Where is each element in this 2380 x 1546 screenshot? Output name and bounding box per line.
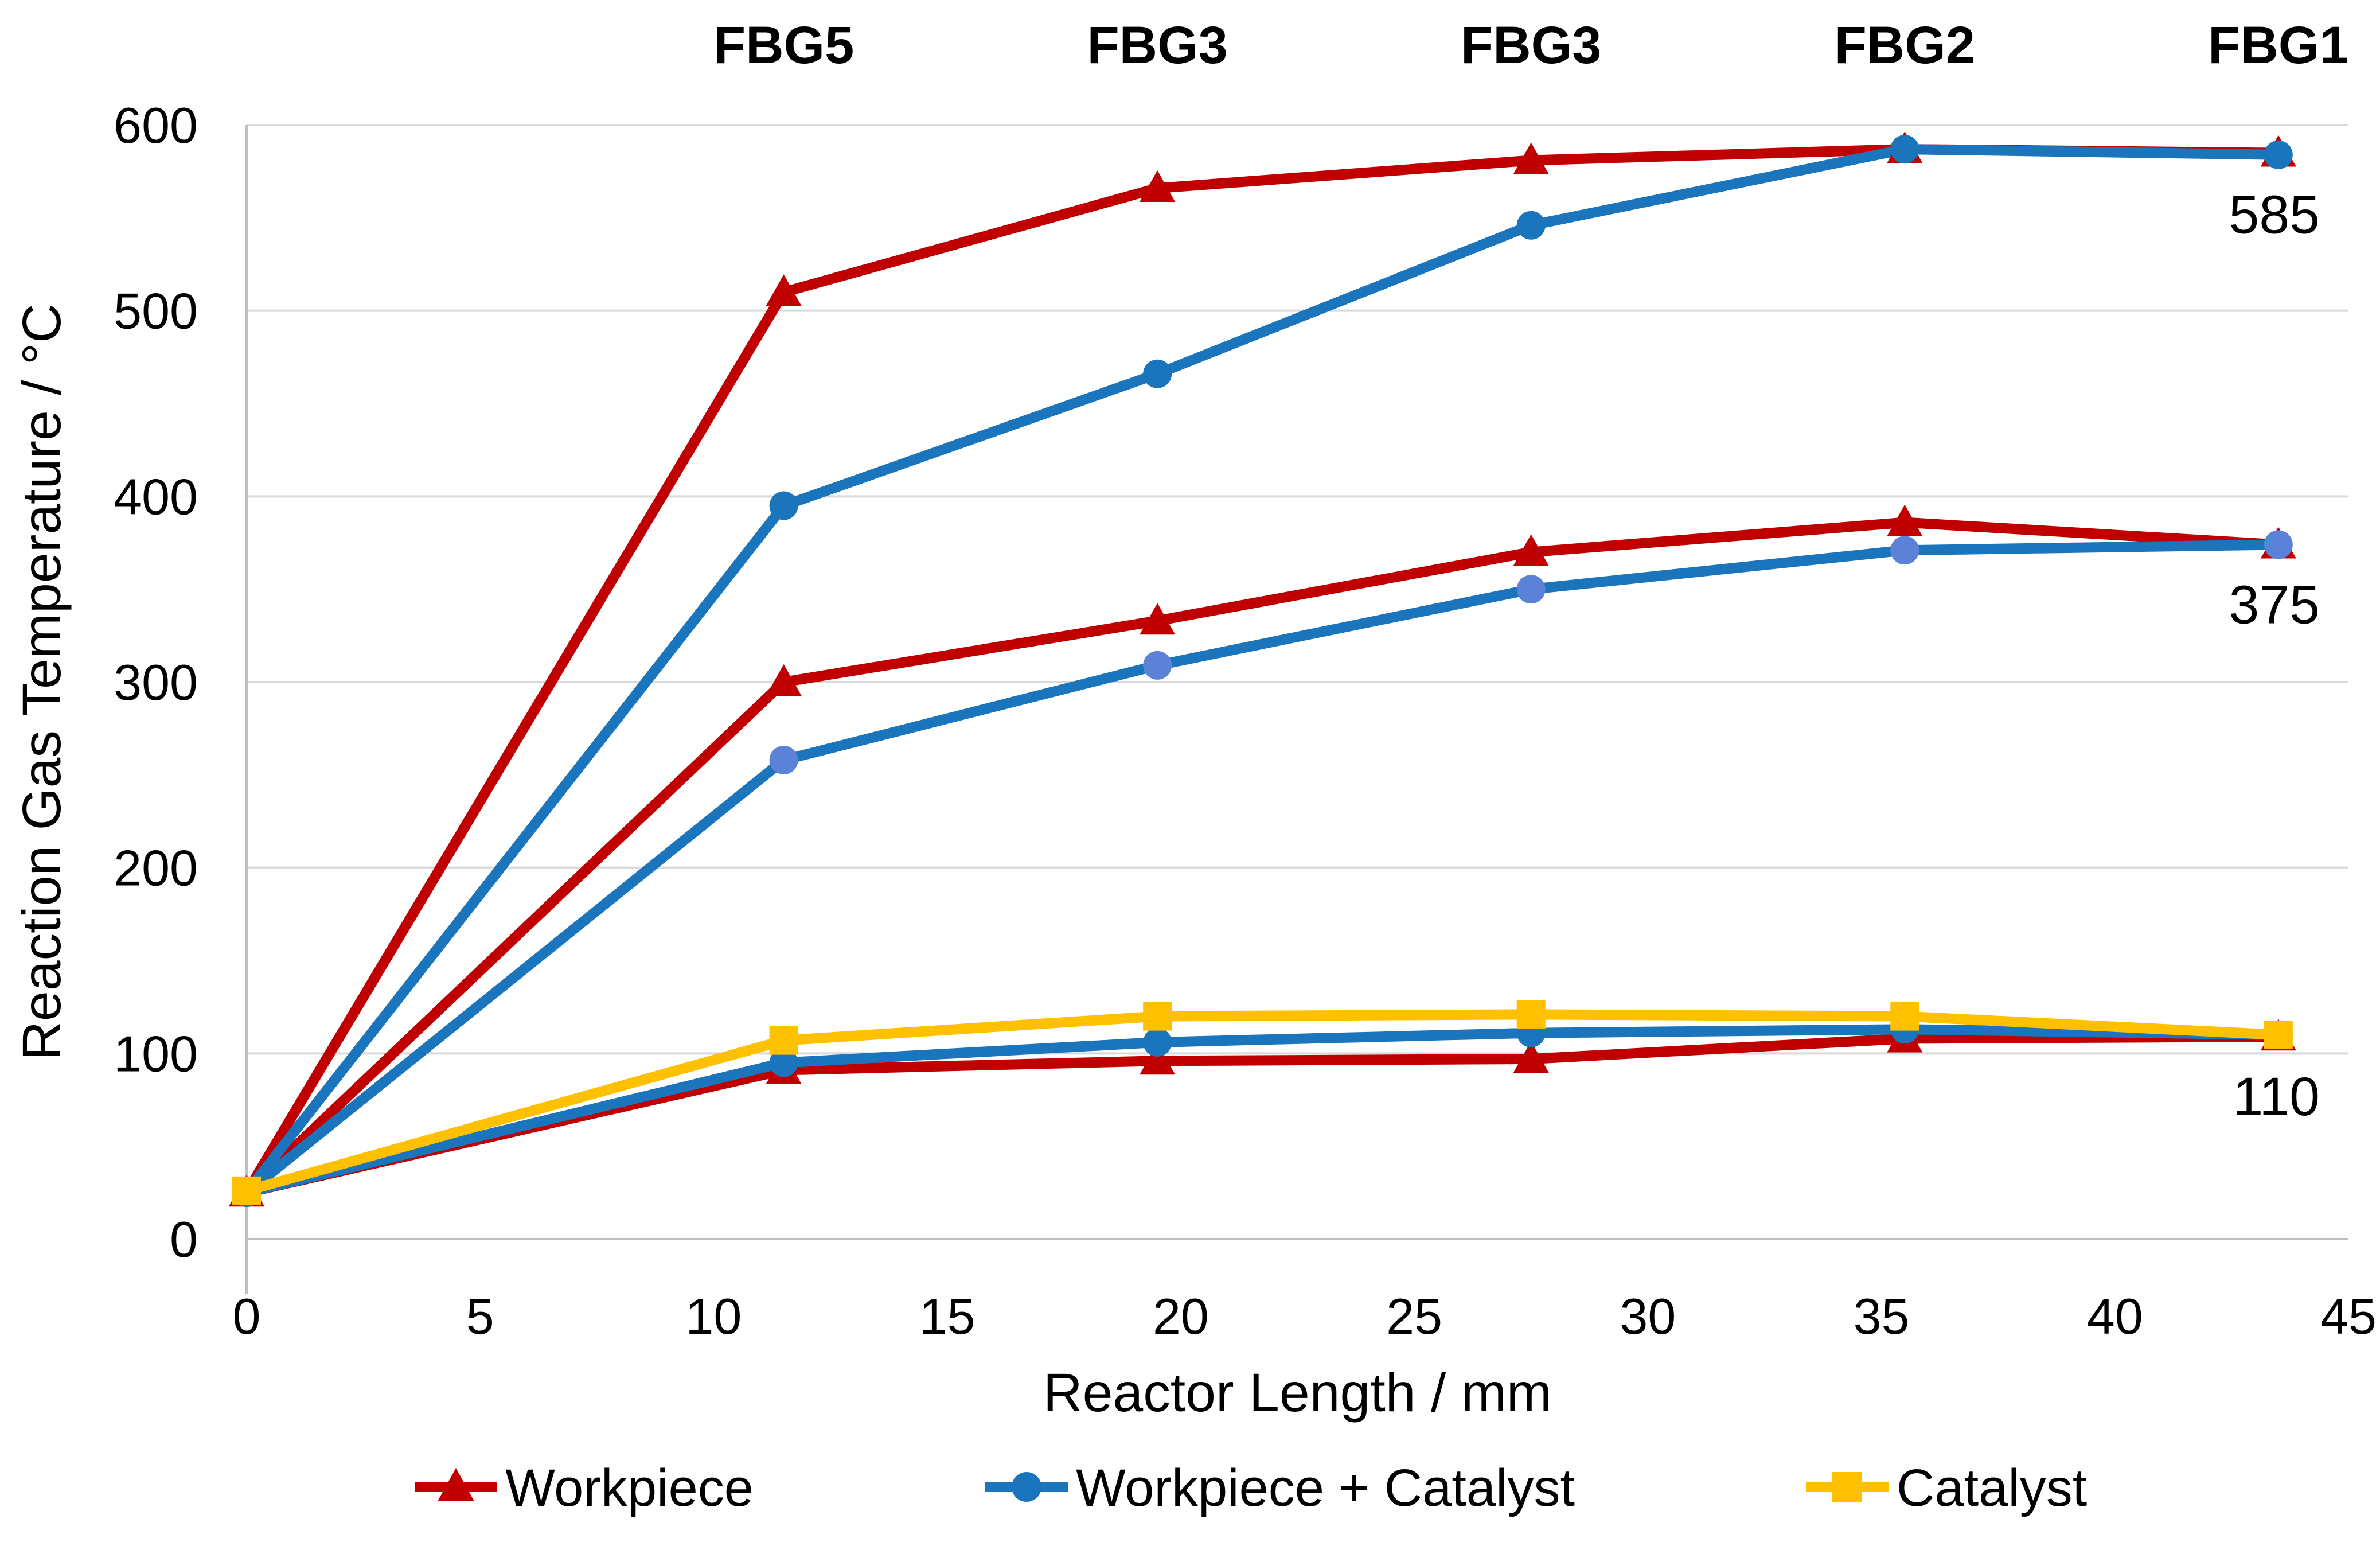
x-tick-label-0: 0 [233,1288,261,1345]
x-tick-label-35: 35 [1854,1288,1910,1345]
fbg-label-0: FBG5 [713,16,854,75]
annotation-0: 585 [2229,185,2320,246]
x-tick-label-45: 45 [2320,1288,2377,1345]
series-marker-6 [1516,1000,1546,1029]
legend-marker-icon-1 [1012,1472,1041,1502]
series-marker-6 [232,1176,261,1205]
legend-marker-icon-0 [438,1468,474,1501]
series-marker-5 [769,1048,798,1077]
series-line-5 [241,1024,2284,1198]
series-marker-4 [2264,530,2293,559]
series-marker-3 [1516,211,1546,240]
series-marker-6 [1890,1002,1919,1031]
fbg-label-3: FBG2 [1835,16,1975,75]
y-tick-label-200: 200 [114,840,198,897]
series-marker-3 [1890,135,1919,164]
annotation-1: 375 [2229,574,2320,635]
x-tick-label-40: 40 [2087,1288,2143,1345]
y-tick-label-100: 100 [114,1025,198,1082]
series-line-1 [241,517,2284,1198]
y-tick-label-400: 400 [114,468,198,525]
x-tick-label-5: 5 [466,1288,494,1345]
y-axis-title: Reaction Gas Temperature / °C [11,303,72,1060]
series-line-2 [241,1031,2284,1198]
series-marker-0 [1140,170,1176,203]
series-line-6 [241,1009,2284,1196]
series-marker-1 [1140,603,1176,635]
series-marker-2 [1513,1041,1549,1073]
series-marker-0 [1513,142,1549,174]
x-tick-label-20: 20 [1153,1288,1209,1345]
series-marker-3 [2264,140,2293,169]
legend-label-2: Catalyst [1897,1459,2087,1517]
series-marker-6 [1143,1002,1172,1031]
x-tick-label-15: 15 [919,1288,976,1345]
y-tick-label-0: 0 [170,1211,198,1268]
series-marker-5 [1143,1027,1172,1057]
series-marker-3 [769,491,798,520]
legend-marker-icon-2 [1832,1472,1862,1502]
fbg-label-1: FBG3 [1087,16,1227,75]
legend-label-1: Workpiece + Catalyst [1076,1459,1575,1517]
series-marker-2 [1140,1043,1176,1075]
x-tick-label-10: 10 [685,1288,742,1345]
series-marker-4 [1890,536,1919,565]
series-marker-3 [1143,359,1172,388]
series-marker-1 [1513,534,1549,566]
series-marker-4 [769,745,798,774]
fbg-label-4: FBG1 [2208,16,2348,75]
series-marker-1 [1887,504,1923,536]
fbg-label-2: FBG3 [1461,16,1601,75]
series-marker-1 [766,664,802,696]
series-marker-4 [1516,575,1546,604]
y-tick-label-600: 600 [114,97,198,154]
series-marker-0 [766,274,802,306]
y-tick-label-500: 500 [114,283,198,340]
legend-label-0: Workpiece [505,1459,754,1517]
series-marker-6 [769,1026,798,1055]
y-tick-label-300: 300 [114,654,198,711]
series-marker-6 [2264,1020,2293,1049]
x-axis-title: Reactor Length / mm [1043,1362,1552,1423]
series-marker-4 [1143,651,1172,680]
x-tick-label-30: 30 [1620,1288,1676,1345]
annotation-2: 110 [2233,1066,2320,1127]
series-line-3 [241,144,2284,1198]
series-line-4 [241,539,2284,1198]
x-tick-label-25: 25 [1386,1288,1442,1345]
